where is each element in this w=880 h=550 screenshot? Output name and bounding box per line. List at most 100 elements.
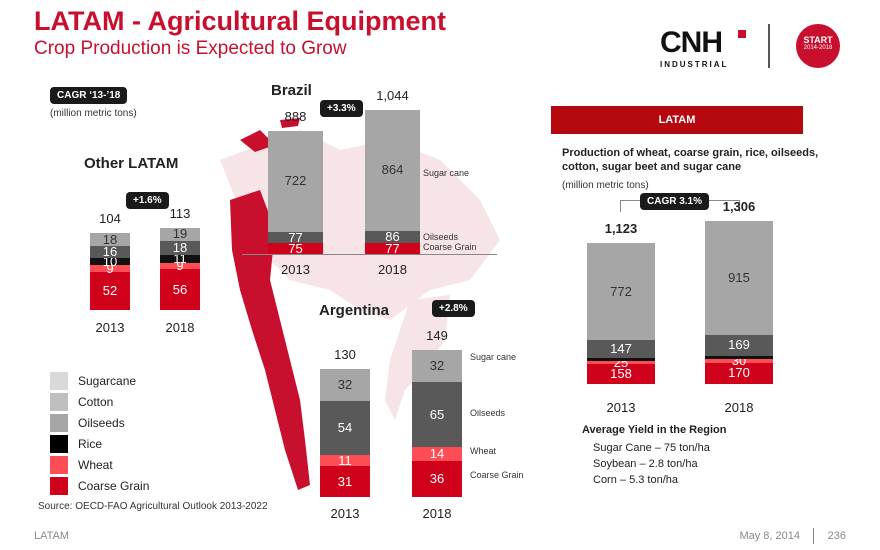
legend-item: Oilseeds [50,414,125,432]
series-side-label: Oilseeds [423,232,459,242]
bar-segment-wheat [412,447,462,461]
latam-total-chart: 158 25 147 772 1,123 2013 170 30 169 915 1,306 2018 [580,199,780,417]
bar-segment-wheat [160,262,200,270]
legend-swatch [50,372,68,390]
legend-item: Wheat [50,456,113,474]
bar-total-label: 149 [426,328,448,343]
x-tick-label: 2018 [378,262,407,277]
bar-segment-sugar-cane [705,220,773,335]
page-number: 236 [827,530,846,542]
bar-segment-sugar-cane [587,243,655,340]
bar-value-label: 9 [176,257,184,273]
bar-total-label: 888 [284,108,307,124]
bar-segment-coarse-grain [365,243,420,254]
footer-date: May 8, 2014 [739,530,800,542]
yield-soybean: Soybean – 2.8 ton/ha [593,458,698,470]
page-title: LATAM - Agricultural Equipment [34,6,446,36]
header-divider [768,24,770,68]
bar-value-label: 86 [385,228,400,244]
bar-value-label: 36 [429,471,445,486]
bar-value-label: 772 [610,283,632,299]
right-units: (million metric tons) [562,180,649,191]
legend-item: Rice [50,435,102,453]
x-tick-label: 2013 [606,400,636,415]
bar-value-label: 52 [102,283,118,299]
bar-segment-oilseeds [90,246,130,259]
series-side-label: Sugar cane [423,168,470,178]
bar-value-label: 32 [337,377,353,392]
bar-value-label: 56 [172,281,188,297]
bar-value-label: 147 [610,340,632,356]
bar-value-label: 9 [106,260,114,276]
start-badge-line2: 2014-2018 [803,45,833,51]
bar-segment-coarse-grain [587,364,655,384]
source-note: Source: OECD-FAO Agricultural Outlook 20… [38,501,268,512]
legend-label: Oilseeds [78,416,125,430]
bar-segment-rice [90,258,130,266]
bar-segment-oilseeds [268,232,323,243]
footer-divider [813,528,814,544]
bar-segment-coarse-grain [320,466,370,497]
bar-segment-coarse-grain [90,272,130,310]
bar-segment-wheat [90,265,130,273]
production-title: Production of wheat, coarse grain, rice,… [562,147,819,173]
brazil-title: Brazil [271,82,312,99]
argentina-title: Argentina [319,302,390,319]
bar-total-label: 1,044 [376,88,409,103]
bar-value-label: 65 [429,406,445,422]
other-latam-title: Other LATAM [84,155,179,172]
bar-segment-rice [705,356,773,359]
bar-value-label: 18 [172,239,188,255]
yield-corn: Corn – 5.3 ton/ha [593,474,679,486]
legend-swatch [50,414,68,432]
start-badge-line1: START [803,35,833,45]
yield-sugar-cane: Sugar Cane – 75 ton/ha [593,442,710,454]
bar-segment-oilseeds [160,241,200,255]
x-tick-label: 2018 [724,400,754,415]
series-side-label: Coarse Grain [470,470,524,480]
bar-value-label: 75 [288,240,303,256]
series-side-label: Oilseeds [470,408,506,418]
bar-segment-sugar-cane [320,369,370,401]
bar-segment-rice [160,254,200,263]
bar-value-label: 722 [284,173,307,189]
bar-segment-coarse-grain [705,362,773,384]
x-tick-label: 2018 [165,320,195,335]
bar-segment-coarse-grain [412,461,462,497]
x-tick-label: 2013 [281,262,310,277]
bar-value-label: 158 [610,366,632,382]
other-latam-chart: 52 9 10 16 18 104 2013 56 9 11 18 19 113 2018 [80,200,220,345]
bar-segment-oilseeds [320,401,370,455]
map-west-red [230,190,310,490]
bar-segment-wheat [705,359,773,363]
legend-label: Cotton [78,395,114,409]
bar-segment-sugar-cane [268,130,323,232]
bar-segment-oilseeds [412,382,462,447]
cnh-logo-sub: INDUSTRIAL [660,60,729,69]
brazil-chart: 75 77 722 888 2013 77 86 864 1,044 2018 Sugar cane… [255,88,500,287]
cnh-logo: CNH INDUSTRIAL [660,28,750,69]
legend-label: Coarse Grain [78,479,150,493]
argentina-cagr: +2.8% [432,300,475,317]
bar-segment-coarse-grain [268,243,323,254]
bar-segment-wheat [320,455,370,466]
bar-total-label: 1,306 [722,198,756,214]
bar-value-label: 77 [288,229,303,245]
legend-swatch [50,435,68,453]
legend-swatch [50,477,68,495]
bar-segment-sugar-cane [412,350,462,382]
bar-value-label: 170 [728,365,750,381]
bar-segment-oilseeds [587,339,655,359]
series-side-label: Coarse Grain [423,242,477,252]
units-label: (million metric tons) [50,108,137,119]
bar-value-label: 54 [337,420,353,435]
x-tick-label: 2013 [95,320,125,335]
brazil-separator [242,254,497,255]
right-cagr: CAGR 3.1% [640,193,710,210]
bar-segment-sugar-cane [365,110,420,231]
bar-value-label: 18 [102,231,118,247]
latam-banner: LATAM [551,106,803,134]
legend-swatch [50,456,68,474]
bar-value-label: 77 [385,240,400,256]
legend-item: Coarse Grain [50,477,149,495]
